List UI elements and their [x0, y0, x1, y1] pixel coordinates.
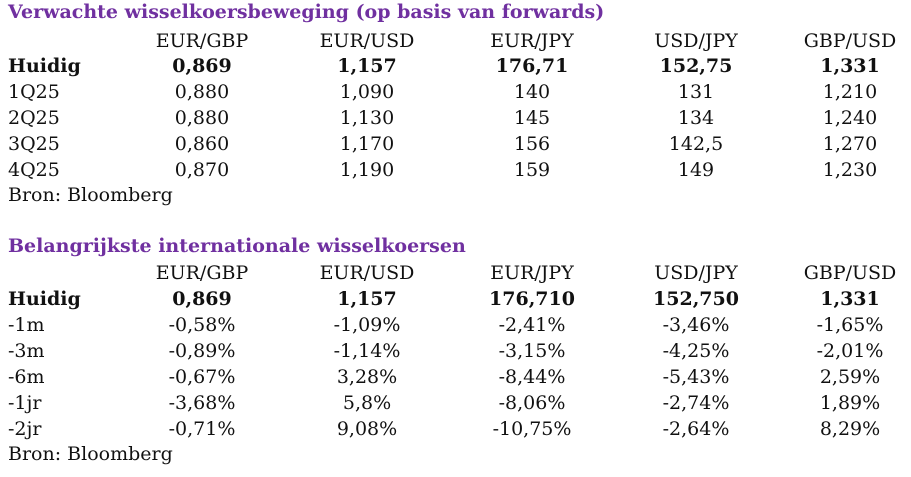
table-cell: 142,5	[668, 133, 724, 155]
table-cell: -3,15%	[498, 340, 566, 362]
row-label: -1jr	[8, 392, 42, 414]
table-cell: 140	[513, 81, 551, 103]
column-header: EUR/GBP	[155, 30, 249, 52]
table-cell: -2,64%	[662, 418, 730, 440]
table-cell: -1,09%	[333, 314, 401, 336]
table-cell: 152,750	[653, 288, 739, 310]
table-cell: 8,29%	[819, 418, 881, 440]
row-label: -3m	[8, 340, 45, 362]
table-cell: -0,89%	[168, 340, 236, 362]
forecast-title: Verwachte wisselkoersbeweging (op basis …	[8, 1, 605, 23]
table-cell: 1,210	[822, 81, 878, 103]
table-cell: 1,190	[339, 159, 395, 181]
table-cell: 1,240	[822, 107, 878, 129]
table-row: -2jr -0,71% 9,08% -10,75% -2,64% 8,29%	[0, 416, 911, 442]
table-cell: 0,860	[174, 133, 230, 155]
table-row: 2Q25 0,880 1,130 145 134 1,240	[0, 105, 911, 131]
table-cell: 3,28%	[336, 366, 398, 388]
rates-header-row: EUR/GBP EUR/USD EUR/JPY USD/JPY GBP/USD	[0, 260, 911, 286]
table-cell: 5,8%	[342, 392, 392, 414]
table-cell: 1,157	[337, 55, 397, 77]
table-cell: 1,331	[820, 55, 880, 77]
table-row: 4Q25 0,870 1,190 159 149 1,230	[0, 157, 911, 183]
table-cell: 0,870	[174, 159, 230, 181]
row-label: 3Q25	[8, 133, 60, 155]
table-cell: 1,270	[822, 133, 878, 155]
table-cell: -3,46%	[662, 314, 730, 336]
row-label: 1Q25	[8, 81, 60, 103]
table-cell: -0,67%	[168, 366, 236, 388]
table-cell: -3,68%	[168, 392, 236, 414]
table-cell: -4,25%	[662, 340, 730, 362]
table-cell: 1,090	[339, 81, 395, 103]
column-header: GBP/USD	[803, 30, 897, 52]
row-label: -6m	[8, 366, 45, 388]
table-cell: 1,331	[820, 288, 880, 310]
table-cell: 0,869	[172, 288, 232, 310]
column-header: USD/JPY	[654, 30, 738, 52]
column-header: USD/JPY	[654, 262, 738, 284]
table-cell: 1,230	[822, 159, 878, 181]
table-cell: 176,710	[489, 288, 575, 310]
table-cell: 149	[677, 159, 715, 181]
forecast-source: Bron: Bloomberg	[8, 184, 173, 206]
table-cell: -2,41%	[498, 314, 566, 336]
row-label: Huidig	[8, 288, 81, 310]
table-cell: 176,71	[495, 55, 569, 77]
table-cell: 0,880	[174, 107, 230, 129]
table-row: Huidig 0,869 1,157 176,71 152,75 1,331	[0, 53, 911, 79]
row-label: -2jr	[8, 418, 42, 440]
table-cell: -5,43%	[662, 366, 730, 388]
table-cell: 152,75	[659, 55, 733, 77]
table-cell: -1,65%	[816, 314, 884, 336]
table-cell: 131	[677, 81, 715, 103]
table-cell: 156	[513, 133, 551, 155]
table-row: -6m -0,67% 3,28% -8,44% -5,43% 2,59%	[0, 364, 911, 390]
rates-source: Bron: Bloomberg	[8, 443, 173, 465]
row-label: 4Q25	[8, 159, 60, 181]
table-cell: 0,869	[172, 55, 232, 77]
rates-title: Belangrijkste internationale wisselkoers…	[8, 235, 466, 257]
table-cell: 1,130	[339, 107, 395, 129]
table-cell: -10,75%	[492, 418, 572, 440]
table-row: -1jr -3,68% 5,8% -8,06% -2,74% 1,89%	[0, 390, 911, 416]
table-cell: 1,157	[337, 288, 397, 310]
row-label: Huidig	[8, 55, 81, 77]
column-header: EUR/GBP	[155, 262, 249, 284]
table-cell: 159	[513, 159, 551, 181]
forecast-header-row: EUR/GBP EUR/USD EUR/JPY USD/JPY GBP/USD	[0, 28, 911, 54]
table-row: Huidig 0,869 1,157 176,710 152,750 1,331	[0, 286, 911, 312]
row-label: -1m	[8, 314, 45, 336]
table-cell: -0,71%	[168, 418, 236, 440]
table-cell: -0,58%	[168, 314, 236, 336]
table-row: -1m -0,58% -1,09% -2,41% -3,46% -1,65%	[0, 312, 911, 338]
table-cell: -8,44%	[498, 366, 566, 388]
table-row: -3m -0,89% -1,14% -3,15% -4,25% -2,01%	[0, 338, 911, 364]
table-cell: 9,08%	[336, 418, 398, 440]
column-header: EUR/JPY	[490, 262, 574, 284]
table-cell: -2,01%	[816, 340, 884, 362]
table-cell: 2,59%	[819, 366, 881, 388]
table-cell: 1,89%	[819, 392, 881, 414]
table-cell: 1,170	[339, 133, 395, 155]
table-row: 1Q25 0,880 1,090 140 131 1,210	[0, 79, 911, 105]
row-label: 2Q25	[8, 107, 60, 129]
column-header: GBP/USD	[803, 262, 897, 284]
table-cell: -1,14%	[333, 340, 401, 362]
table-cell: -8,06%	[498, 392, 566, 414]
table-row: 3Q25 0,860 1,170 156 142,5 1,270	[0, 131, 911, 157]
table-cell: 145	[513, 107, 551, 129]
column-header: EUR/USD	[319, 30, 415, 52]
column-header: EUR/JPY	[490, 30, 574, 52]
table-cell: 134	[677, 107, 715, 129]
table-cell: -2,74%	[662, 392, 730, 414]
column-header: EUR/USD	[319, 262, 415, 284]
table-cell: 0,880	[174, 81, 230, 103]
